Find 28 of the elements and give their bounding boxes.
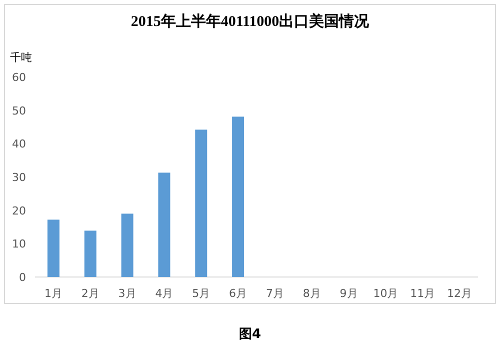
x-tick-label: 8月 xyxy=(302,287,321,300)
y-tick-label: 10 xyxy=(12,238,26,251)
y-tick-label: 20 xyxy=(12,204,26,218)
x-tick-label: 3月 xyxy=(118,287,136,300)
y-tick-label: 60 xyxy=(12,71,26,84)
bar xyxy=(195,130,208,277)
y-tick-label: 50 xyxy=(12,104,26,118)
y-axis-title: 千吨 xyxy=(10,51,32,64)
bar xyxy=(121,214,134,277)
chart-title: 2015年上半年40111000出口美国情况 xyxy=(130,12,370,30)
y-tick-label: 0 xyxy=(19,271,26,284)
x-tick-label: 7月 xyxy=(266,287,284,300)
bar xyxy=(84,230,96,277)
x-tick-label: 2月 xyxy=(81,287,100,300)
caption: 图4 xyxy=(238,327,262,342)
x-tick-label: 1月 xyxy=(44,287,62,300)
x-tick-label: 5月 xyxy=(192,287,210,300)
bar xyxy=(232,116,244,277)
y-tick-label: 30 xyxy=(12,171,26,184)
x-tick-label: 4月 xyxy=(155,287,174,300)
x-tick-label: 11月 xyxy=(410,287,436,300)
y-tick-label: 40 xyxy=(12,138,26,151)
x-tick-label: 6月 xyxy=(229,287,248,300)
x-tick-label: 10月 xyxy=(373,287,398,300)
bar xyxy=(158,172,170,277)
bar xyxy=(47,220,60,277)
x-tick-label: 9月 xyxy=(340,287,358,300)
x-tick-label: 12月 xyxy=(447,287,472,300)
